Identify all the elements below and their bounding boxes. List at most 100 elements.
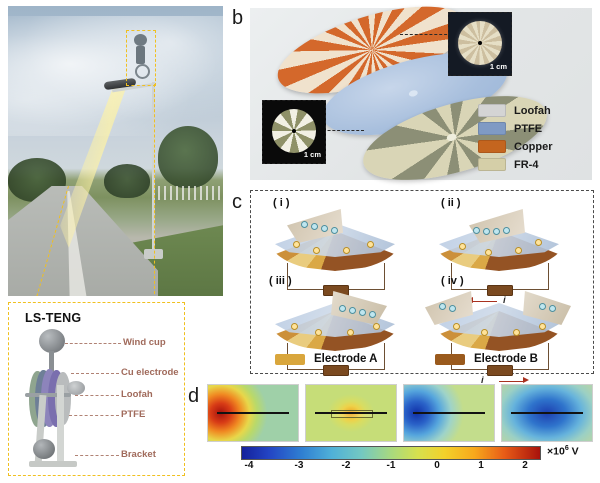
- positive-charge-icon: [515, 247, 522, 254]
- panel-b: 1 cm 1 cm Loofah PTFE Copper FR-4: [250, 0, 592, 197]
- panel-a: [8, 6, 223, 296]
- negative-charge-icon: [473, 227, 480, 234]
- current-arrowhead-iv: [523, 377, 529, 383]
- disc-stack: [29, 369, 75, 427]
- wind-cup-top-icon: [39, 329, 65, 353]
- current-arrow-iv: [499, 381, 525, 382]
- potential-map-state-iv: [501, 384, 593, 442]
- positive-charge-icon: [513, 329, 520, 336]
- tree-right-icon: [158, 126, 218, 188]
- legend-item-electrode-a: Electrode A: [275, 353, 435, 365]
- fence: [158, 186, 223, 200]
- negative-charge-icon: [339, 305, 346, 312]
- stage-label-iii: ( iii ): [269, 275, 292, 287]
- panel-c: ( i ) ( ii ): [250, 190, 594, 386]
- stage-diagram-ii: i: [429, 205, 569, 306]
- colorbar-tick-6: 2: [522, 460, 528, 471]
- stator-hub: [292, 128, 296, 133]
- legend-label-fr4: FR-4: [514, 158, 539, 171]
- negative-charge-icon: [483, 228, 490, 235]
- legend-swatch-fr4: [478, 158, 506, 171]
- leader-line-loofah: [75, 395, 119, 396]
- positive-charge-icon: [343, 247, 350, 254]
- lsteng-illustration: [23, 329, 101, 469]
- legend-label-electrode-a: Electrode A: [314, 353, 378, 365]
- materials-legend: Loofah PTFE Copper FR-4: [478, 104, 582, 176]
- negative-charge-icon: [493, 228, 500, 235]
- legend-item-copper: Copper: [478, 140, 582, 153]
- panel-letter-c: c: [232, 191, 242, 213]
- tree-mid-icon: [104, 164, 150, 198]
- leader-line-wind-cup: [65, 343, 121, 344]
- inset-connector-top: [400, 34, 452, 35]
- positive-charge-icon: [373, 323, 380, 330]
- pole-base: [144, 249, 163, 259]
- electrode-cross-section: [315, 412, 387, 415]
- positive-charge-icon: [459, 243, 466, 250]
- leader-line-bracket: [75, 455, 119, 456]
- lsteng-detail-box: LS-TENG Wind cup Cu electrode Loofah: [8, 302, 185, 476]
- colorbar-unit-exponent: 6: [564, 445, 569, 452]
- wind-cup-stem: [49, 351, 54, 373]
- colorbar-unit-prefix: ×10: [547, 445, 565, 458]
- load-resistor-iv: [487, 365, 513, 376]
- callout-wind-cup: Wind cup: [123, 337, 166, 348]
- negative-charge-icon: [503, 227, 510, 234]
- legend-swatch-electrode-b: [435, 353, 465, 365]
- current-label-iv: i: [481, 375, 484, 386]
- street-lamp-photo: [8, 6, 223, 296]
- wind-cup-bottom-icon: [33, 439, 55, 459]
- callout-loofah: Loofah: [121, 389, 153, 400]
- potential-map-state-i: [207, 384, 299, 442]
- fr4-stator-inset-photo: 1 cm: [262, 100, 326, 164]
- callout-ptfe: PTFE: [121, 409, 146, 420]
- legend-label-ptfe: PTFE: [514, 122, 543, 135]
- current-arrow-ii: [471, 301, 497, 302]
- negative-charge-icon: [331, 227, 338, 234]
- legend-label-electrode-b: Electrode B: [474, 353, 538, 365]
- stage-diagram-i: [265, 205, 405, 296]
- stage-diagram-iv: i: [425, 285, 571, 386]
- device-wind-cup-bottom: [135, 64, 150, 79]
- current-label-ii: i: [503, 295, 506, 306]
- load-resistor-iii: [323, 365, 349, 376]
- panel-d: -4 -3 -2 -1 0 1 2 ×106 V: [205, 382, 595, 478]
- negative-charge-icon: [539, 303, 546, 310]
- positive-charge-icon: [453, 323, 460, 330]
- negative-charge-icon: [439, 303, 446, 310]
- stage-label-iv: ( iv ): [441, 275, 464, 287]
- stage-label-i: ( i ): [273, 197, 290, 209]
- positive-charge-icon: [293, 241, 300, 248]
- legend-item-loofah: Loofah: [478, 104, 582, 117]
- negative-charge-icon: [359, 309, 366, 316]
- positive-charge-icon: [539, 323, 546, 330]
- lsteng-title: LS-TENG: [25, 311, 82, 325]
- leader-line-ptfe: [69, 415, 119, 416]
- scale-bar-loofah: 1 cm: [489, 62, 507, 71]
- electrode-cross-section: [413, 412, 485, 415]
- positive-charge-icon: [291, 323, 298, 330]
- legend-item-electrode-b: Electrode B: [435, 353, 538, 365]
- colorbar-tick-5: 1: [478, 460, 484, 471]
- electrode-legend: Electrode A Electrode B: [275, 353, 575, 365]
- legend-swatch-copper: [478, 140, 506, 153]
- legend-label-loofah: Loofah: [514, 104, 551, 117]
- negative-charge-icon: [449, 305, 456, 312]
- colorbar-gradient: [241, 446, 541, 460]
- rotor-axle: [25, 393, 71, 397]
- colorbar-tick-3: -1: [386, 460, 396, 471]
- sky-clouds: [8, 16, 223, 136]
- legend-swatch-electrode-a: [275, 353, 305, 365]
- negative-charge-icon: [301, 221, 308, 228]
- legend-item-fr4: FR-4: [478, 158, 582, 171]
- negative-charge-icon: [369, 311, 376, 318]
- negative-charge-icon: [549, 305, 556, 312]
- loofah-rotor-inset-photo: 1 cm: [448, 12, 512, 76]
- leader-line-cu-electrode: [71, 373, 119, 374]
- housing-knob: [67, 381, 85, 395]
- device-body: [136, 46, 145, 64]
- positive-charge-icon: [535, 239, 542, 246]
- positive-charge-icon: [485, 249, 492, 256]
- bracket-foot: [29, 461, 77, 467]
